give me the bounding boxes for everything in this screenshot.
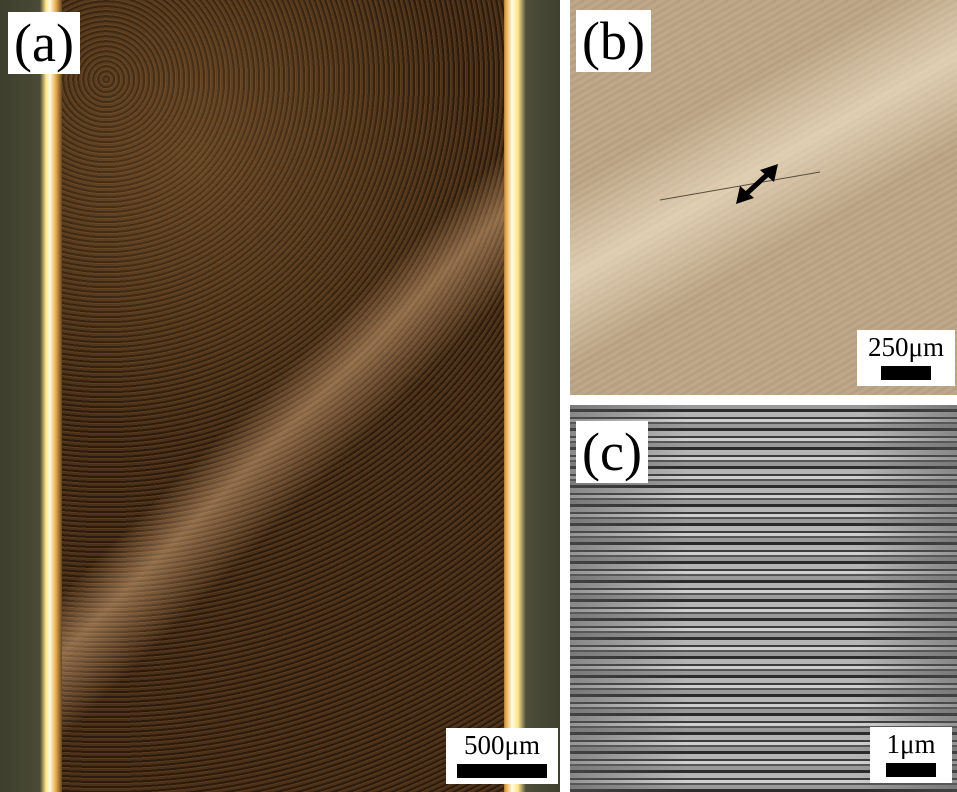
scale-label: 500μm	[464, 730, 540, 760]
micrograph-c: (c) 1μm	[570, 405, 957, 792]
sample-surface	[62, 0, 504, 792]
scale-label: 1μm	[886, 729, 936, 759]
scale-bar: 500μm	[446, 728, 558, 784]
arrow-head	[760, 164, 778, 182]
panel-label: (c)	[576, 421, 648, 483]
scale-label: 250μm	[868, 332, 944, 362]
scale-line	[886, 763, 936, 777]
arrow-layer	[659, 164, 821, 204]
scale-bar: 1μm	[870, 727, 952, 783]
micrograph-b: (b) 250μm	[570, 0, 957, 395]
panel-label: (a)	[8, 12, 80, 74]
scale-bar: 250μm	[857, 330, 955, 386]
panel-label: (b)	[576, 10, 651, 72]
micrograph-a: (a) 500μm	[0, 0, 560, 792]
scale-line	[881, 366, 931, 380]
double-arrow	[742, 170, 772, 198]
scale-line	[457, 764, 547, 778]
arrow-head	[736, 186, 754, 204]
